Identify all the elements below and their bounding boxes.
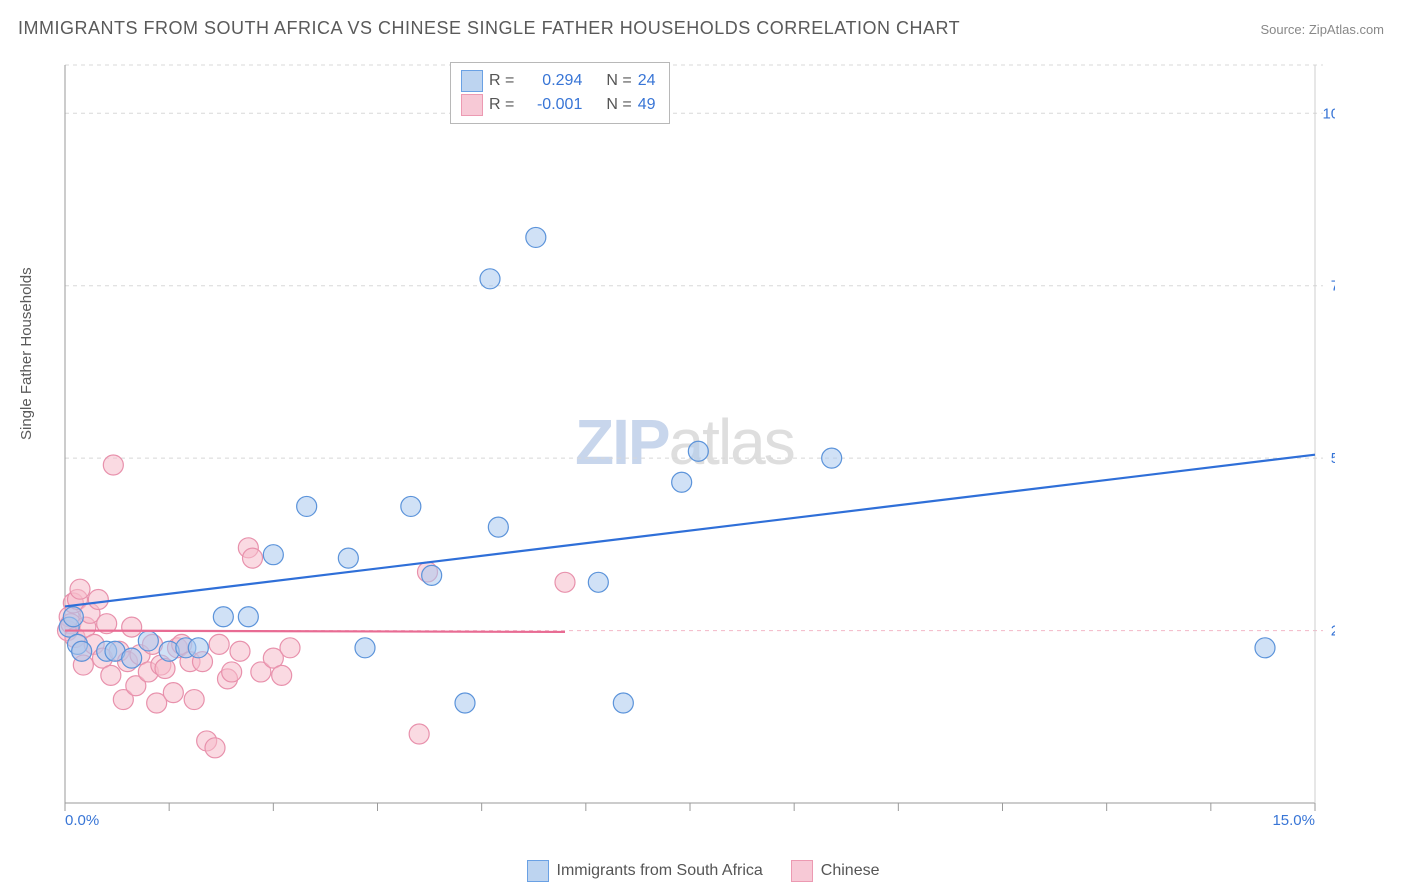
x-tick-label: 15.0%	[1272, 812, 1315, 825]
legend-n-value: 24	[638, 69, 656, 93]
chart-plot-area: 2.5% 5.0% 7.5% 10.0% 0.0% 15.0%	[55, 55, 1335, 825]
correlation-legend: R =0.294 N = 24 R =-0.001 N = 49	[450, 62, 670, 124]
legend-r-label: R =	[489, 93, 514, 117]
source-attribution: Source: ZipAtlas.com	[1260, 22, 1384, 37]
x-tick-label: 0.0%	[65, 812, 99, 825]
series-legend-label: Immigrants from South Africa	[557, 862, 763, 880]
legend-swatch	[461, 94, 483, 116]
legend-swatch	[527, 860, 549, 882]
y-tick-label: 2.5%	[1331, 623, 1335, 640]
series-legend-label: Chinese	[821, 862, 880, 880]
legend-row: R =0.294 N = 24	[461, 69, 655, 93]
chart-svg: 2.5% 5.0% 7.5% 10.0% 0.0% 15.0%	[55, 55, 1335, 825]
series-legend-item: Immigrants from South Africa	[527, 860, 763, 882]
y-tick-label: 5.0%	[1331, 450, 1335, 467]
legend-r-value: -0.001	[520, 93, 582, 117]
y-axis-label: Single Father Households	[18, 267, 35, 440]
legend-r-label: R =	[489, 69, 514, 93]
legend-row: R =-0.001 N = 49	[461, 93, 655, 117]
legend-n-value: 49	[638, 93, 656, 117]
legend-n-label: N =	[606, 93, 631, 117]
legend-swatch	[791, 860, 813, 882]
y-tick-label: 10.0%	[1322, 105, 1335, 122]
series-legend: Immigrants from South Africa Chinese	[0, 860, 1406, 882]
chart-title: IMMIGRANTS FROM SOUTH AFRICA VS CHINESE …	[18, 18, 960, 39]
legend-swatch	[461, 70, 483, 92]
series-legend-item: Chinese	[791, 860, 880, 882]
legend-r-value: 0.294	[520, 69, 582, 93]
y-tick-label: 7.5%	[1331, 278, 1335, 295]
legend-n-label: N =	[606, 69, 631, 93]
